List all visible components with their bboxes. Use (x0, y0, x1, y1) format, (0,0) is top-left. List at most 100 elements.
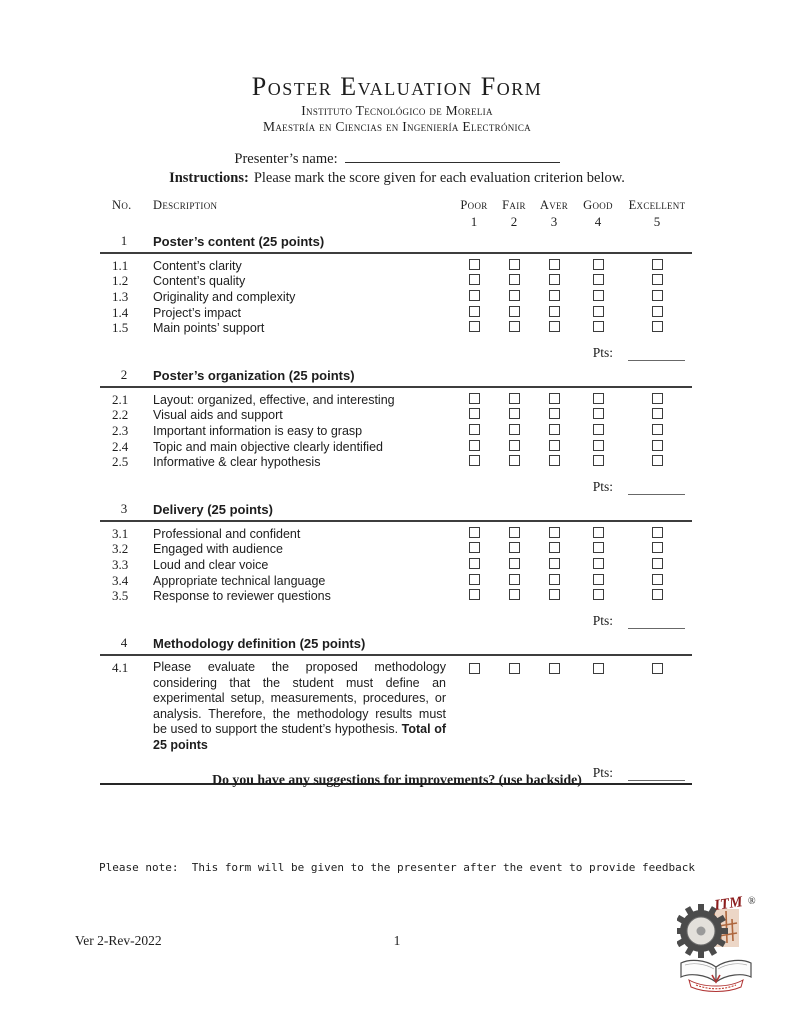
score-checkbox[interactable] (468, 662, 480, 674)
score-checkbox[interactable] (592, 542, 604, 554)
criterion-description: Project’s impact (153, 305, 241, 320)
score-checkbox[interactable] (548, 392, 560, 404)
criterion-row: 1.5 Main points’ support (100, 320, 692, 336)
score-checkbox[interactable] (651, 258, 663, 270)
criterion-number: 1.2 (112, 273, 129, 289)
score-checkbox[interactable] (508, 423, 520, 435)
score-checkbox[interactable] (468, 542, 480, 554)
score-checkbox[interactable] (508, 274, 520, 286)
score-checkbox[interactable] (592, 408, 604, 420)
score-checkbox[interactable] (651, 274, 663, 286)
score-checkbox[interactable] (548, 573, 560, 585)
score-checkbox[interactable] (468, 321, 480, 333)
score-cell-aver (534, 407, 574, 423)
score-checkbox[interactable] (548, 526, 560, 538)
score-checkbox[interactable] (468, 557, 480, 569)
score-checkbox[interactable] (548, 274, 560, 286)
score-checkbox[interactable] (548, 542, 560, 554)
score-checkbox[interactable] (592, 274, 604, 286)
score-checkbox[interactable] (508, 408, 520, 420)
score-checkbox[interactable] (592, 589, 604, 601)
criterion-number: 1.3 (112, 288, 129, 304)
score-cell-aver (534, 273, 574, 289)
score-checkbox[interactable] (468, 274, 480, 286)
score-checkbox[interactable] (548, 455, 560, 467)
pts-field[interactable] (628, 618, 685, 629)
score-checkbox[interactable] (508, 439, 520, 451)
feedback-note: Please note: This form will be given to … (98, 861, 696, 874)
score-checkbox[interactable] (508, 526, 520, 538)
criterion-description: Informative & clear hypothesis (153, 455, 321, 470)
score-checkbox[interactable] (592, 455, 604, 467)
score-checkbox[interactable] (468, 526, 480, 538)
score-checkbox[interactable] (508, 662, 520, 674)
score-checkbox[interactable] (508, 573, 520, 585)
score-checkbox[interactable] (651, 439, 663, 451)
score-checkbox[interactable] (592, 258, 604, 270)
score-checkbox[interactable] (548, 258, 560, 270)
divider (100, 653, 692, 656)
score-checkbox[interactable] (468, 455, 480, 467)
score-checkbox[interactable] (651, 662, 663, 674)
score-checkbox[interactable] (592, 289, 604, 301)
score-checkbox[interactable] (651, 557, 663, 569)
score-checkbox[interactable] (548, 408, 560, 420)
score-checkbox[interactable] (468, 439, 480, 451)
score-checkbox[interactable] (468, 258, 480, 270)
score-checkbox[interactable] (508, 589, 520, 601)
score-checkbox[interactable] (508, 542, 520, 554)
score-checkbox[interactable] (592, 305, 604, 317)
score-checkbox[interactable] (592, 423, 604, 435)
pts-field[interactable] (628, 350, 685, 361)
score-checkbox[interactable] (508, 392, 520, 404)
score-checkbox[interactable] (651, 408, 663, 420)
score-checkbox[interactable] (508, 258, 520, 270)
score-checkbox[interactable] (468, 423, 480, 435)
pts-field[interactable] (628, 484, 685, 495)
score-checkbox[interactable] (651, 392, 663, 404)
score-checkbox[interactable] (508, 321, 520, 333)
score-checkbox[interactable] (592, 439, 604, 451)
score-checkbox[interactable] (548, 439, 560, 451)
score-checkbox[interactable] (651, 526, 663, 538)
score-checkbox[interactable] (592, 573, 604, 585)
score-checkbox[interactable] (468, 589, 480, 601)
score-cell-poor (454, 407, 494, 423)
col-header-good: Good 4 (583, 198, 613, 229)
score-checkbox[interactable] (468, 573, 480, 585)
score-checkbox[interactable] (651, 542, 663, 554)
score-checkbox[interactable] (592, 392, 604, 404)
score-checkbox[interactable] (548, 305, 560, 317)
presenter-name-field[interactable] (344, 150, 560, 163)
score-checkbox[interactable] (468, 305, 480, 317)
score-checkbox[interactable] (548, 589, 560, 601)
score-checkbox[interactable] (651, 305, 663, 317)
score-checkbox[interactable] (548, 321, 560, 333)
score-checkbox[interactable] (508, 289, 520, 301)
score-checkbox[interactable] (468, 392, 480, 404)
score-checkbox[interactable] (592, 662, 604, 674)
score-checkbox[interactable] (651, 573, 663, 585)
score-checkbox[interactable] (548, 557, 560, 569)
score-checkbox[interactable] (548, 662, 560, 674)
score-checkbox[interactable] (548, 289, 560, 301)
score-checkbox[interactable] (592, 526, 604, 538)
score-checkbox[interactable] (651, 289, 663, 301)
score-checkbox[interactable] (651, 423, 663, 435)
section-header-2: 2 Poster’s organization (25 points) (100, 366, 692, 383)
score-checkbox[interactable] (468, 289, 480, 301)
criterion-row: 3.3 Loud and clear voice (100, 557, 692, 573)
score-checkbox[interactable] (548, 423, 560, 435)
score-cell-excellent (622, 392, 692, 408)
score-checkbox[interactable] (508, 455, 520, 467)
pts-field[interactable] (628, 770, 685, 782)
score-checkbox[interactable] (592, 321, 604, 333)
score-checkbox[interactable] (651, 321, 663, 333)
score-checkbox[interactable] (468, 408, 480, 420)
score-checkbox[interactable] (651, 455, 663, 467)
score-checkbox[interactable] (592, 557, 604, 569)
score-checkbox[interactable] (508, 305, 520, 317)
score-checkbox[interactable] (651, 589, 663, 601)
score-checkbox[interactable] (508, 557, 520, 569)
section-header-4: 4 Methodology definition (25 points) (100, 634, 692, 651)
